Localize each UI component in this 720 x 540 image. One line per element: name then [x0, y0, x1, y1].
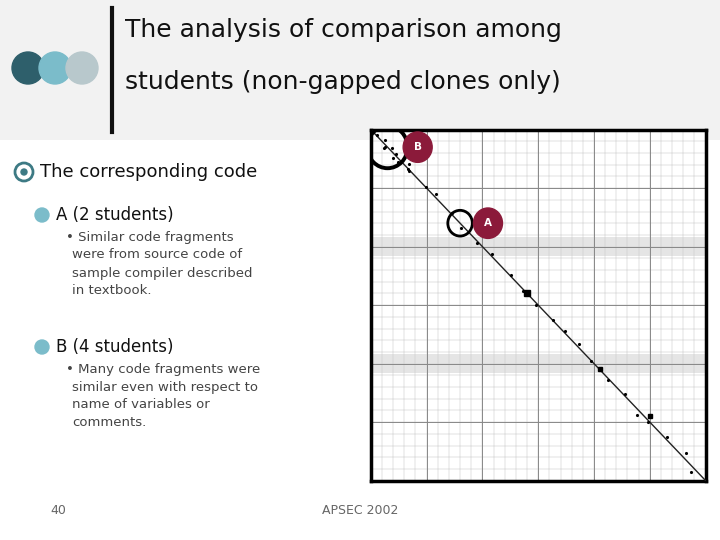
Text: APSEC 2002: APSEC 2002 — [322, 503, 398, 516]
Text: 40: 40 — [50, 503, 66, 516]
Circle shape — [39, 52, 71, 84]
Text: comments.: comments. — [72, 416, 146, 429]
Text: The corresponding code: The corresponding code — [40, 163, 257, 181]
Text: The analysis of comparison among: The analysis of comparison among — [125, 18, 562, 42]
Text: B (4 students): B (4 students) — [56, 338, 174, 356]
Text: sample compiler described: sample compiler described — [72, 267, 253, 280]
Text: • Many code fragments were: • Many code fragments were — [66, 362, 260, 375]
Text: were from source code of: were from source code of — [72, 248, 242, 261]
Circle shape — [35, 340, 49, 354]
Text: B: B — [414, 142, 422, 152]
Bar — [371, 354, 706, 373]
Circle shape — [403, 132, 432, 163]
Text: in textbook.: in textbook. — [72, 285, 151, 298]
Text: • Similar code fragments: • Similar code fragments — [66, 231, 233, 244]
Circle shape — [35, 208, 49, 222]
Text: name of variables or: name of variables or — [72, 399, 210, 411]
Circle shape — [66, 52, 98, 84]
Text: A (2 students): A (2 students) — [56, 206, 174, 224]
Text: A: A — [484, 218, 492, 228]
Bar — [0, 0, 720, 140]
Text: similar even with respect to: similar even with respect to — [72, 381, 258, 394]
Circle shape — [21, 169, 27, 175]
Circle shape — [474, 208, 503, 239]
Text: students (non-gapped clones only): students (non-gapped clones only) — [125, 70, 561, 94]
Circle shape — [12, 52, 44, 84]
Bar — [371, 237, 706, 256]
